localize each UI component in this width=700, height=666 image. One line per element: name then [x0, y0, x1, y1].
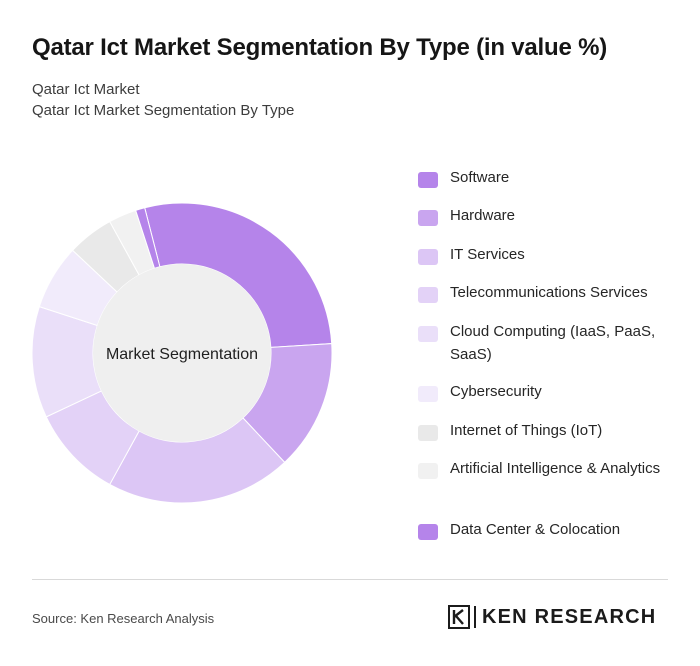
chart-subtitle-segmentation: Qatar Ict Market Segmentation By Type [32, 102, 295, 119]
legend-swatch [418, 326, 438, 342]
legend-item-it-services: IT Services [418, 243, 668, 266]
donut-chart: Market Segmentation [31, 202, 333, 504]
logo-separator [474, 606, 476, 628]
source-note: Source: Ken Research Analysis [32, 611, 215, 626]
legend-label: Telecommunications Services [450, 284, 648, 301]
legend-swatch [418, 287, 438, 303]
legend-label: IT Services [450, 246, 525, 263]
legend-label: Internet of Things (IoT) [450, 422, 603, 439]
footer-divider [32, 579, 668, 580]
legend-swatch [418, 425, 438, 441]
legend-swatch [418, 524, 438, 540]
legend-item-software: Software [418, 166, 668, 189]
legend-label: Cloud Computing (IaaS, PaaS, SaaS) [450, 323, 656, 363]
logo-text: KEN RESEARCH [482, 605, 657, 628]
legend-item-cloud-computing-iaas-paas-saas: Cloud Computing (IaaS, PaaS, SaaS) [418, 320, 668, 366]
legend-item-telecommunications-services: Telecommunications Services [418, 281, 668, 304]
chart-subtitle-market: Qatar Ict Market [32, 81, 140, 98]
legend-label: Data Center & Colocation [450, 521, 621, 538]
legend-item-data-center-colocation: Data Center & Colocation [418, 518, 668, 541]
ken-logo-icon [448, 605, 470, 629]
legend-swatch [418, 210, 438, 226]
legend-item-cybersecurity: Cybersecurity [418, 380, 668, 403]
donut-center-label: Market Segmentation [106, 346, 258, 363]
legend-label: Hardware [450, 207, 516, 224]
legend-swatch [418, 249, 438, 265]
legend-label: Artificial Intelligence & Analytics [450, 460, 661, 477]
legend-label: Cybersecurity [450, 383, 542, 400]
legend-item-internet-of-things-iot: Internet of Things (IoT) [418, 419, 668, 442]
ken-research-logo: KEN RESEARCH [448, 603, 656, 631]
donut-hole [93, 264, 271, 442]
legend-swatch [418, 172, 438, 188]
legend-item-hardware: Hardware [418, 204, 668, 227]
legend-item-artificial-intelligence-analytics: Artificial Intelligence & Analytics [418, 457, 668, 480]
legend-swatch [418, 386, 438, 402]
legend-label: Software [450, 169, 510, 186]
legend-swatch [418, 463, 438, 479]
chart-title: Qatar Ict Market Segmentation By Type (i… [32, 34, 608, 61]
